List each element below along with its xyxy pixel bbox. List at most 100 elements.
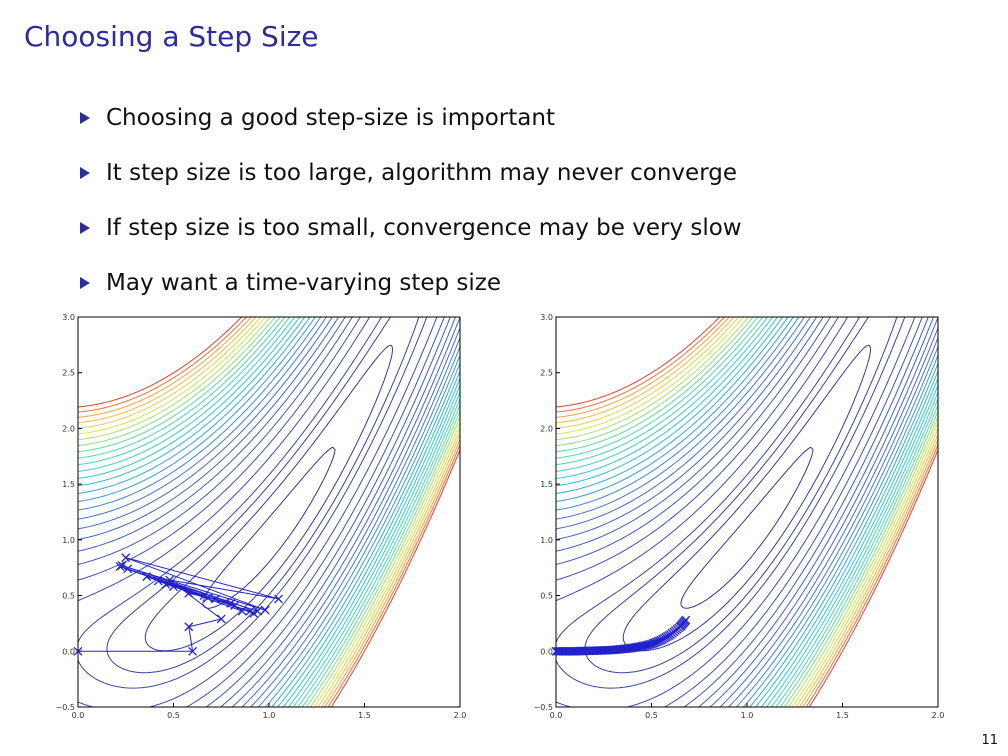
x-tick-label: 0.5 [167,711,180,720]
bullet-text: It step size is too large, algorithm may… [106,159,737,186]
contour-level [78,317,460,707]
y-tick-label: 3.0 [62,313,75,322]
contour-level [584,317,898,674]
y-tick-label: 0.0 [540,647,553,656]
contour-level [78,317,460,707]
bullet-text: Choosing a good step-size is important [106,104,555,131]
path-marker [645,639,655,649]
contour-level [556,317,938,707]
y-tick-label: 1.5 [540,480,553,489]
contour-level [556,317,916,707]
contour-level [556,317,938,707]
contour-level [556,317,938,707]
contour-level [78,317,451,707]
page-number: 11 [981,733,998,748]
path-marker [73,646,83,656]
contour-level [78,317,460,707]
bullet-list: Choosing a good step-size is important I… [80,90,742,310]
y-tick-label: 1.0 [540,536,553,545]
x-tick-label: 1.0 [263,711,276,720]
contour-level [78,317,460,707]
path-line [78,557,279,652]
y-tick-label: 0.5 [62,592,75,601]
contour-level [78,317,460,707]
contour-level [556,317,938,707]
contour-level [78,317,456,707]
contour-level [78,317,460,707]
bullet-text: May want a time-varying step size [106,269,502,296]
contour-level [556,317,934,707]
contour-plot-right: 0.0 0.5 1.0 1.5 2.0−0.50.00.51.01.52.02.53.0 [534,313,945,720]
contour-level [556,317,938,707]
bullet-item: May want a time-varying step size [80,255,742,310]
x-tick-label: 0.0 [72,711,85,720]
contour-level [680,446,814,609]
contour-level [78,317,460,707]
contour-level [78,317,460,707]
y-tick-label: 2.5 [540,369,553,378]
path-marker [153,576,163,586]
contour-level [78,317,460,707]
x-tick-label: 2.0 [454,711,467,720]
path-marker [245,606,255,616]
contour-level [78,317,460,707]
contour-level [106,317,420,674]
path-marker [274,594,284,604]
triangle-bullet-icon [80,221,90,234]
contour-level [556,317,938,707]
contour-level [556,317,938,707]
contour-level [556,317,906,689]
contour-level [556,317,929,707]
path-marker [169,582,178,592]
path-marker [237,606,247,616]
contour-level [556,317,938,707]
contour-level [556,317,938,707]
x-tick-label: 1.5 [836,711,849,720]
y-tick-label: −0.5 [534,703,553,712]
y-tick-label: 2.0 [540,424,553,433]
x-tick-label: 0.0 [550,711,563,720]
bullet-item: It step size is too large, algorithm may… [80,145,742,200]
contour-level [78,317,460,707]
path-marker [121,553,131,563]
contour-plot-left: 0.0 0.5 1.0 1.5 2.0−0.50.00.51.01.52.02.53.0 [56,313,467,720]
bullet-text: If step size is too small, convergence m… [106,214,742,241]
x-tick-label: 1.0 [741,711,754,720]
path-marker [184,588,194,598]
triangle-bullet-icon [80,166,90,179]
bullet-item: If step size is too small, convergence m… [80,200,742,255]
contour-level [78,317,460,707]
triangle-bullet-icon [80,111,90,124]
path-marker [216,614,226,624]
path-marker [115,562,125,572]
contour-level [556,317,938,707]
path-marker [188,646,198,656]
path-marker [211,594,220,604]
optimization-path [73,553,284,656]
contour-level [78,317,460,707]
contour-level [556,317,938,707]
path-marker [161,579,171,589]
contour-level [556,317,938,707]
contour-level [78,317,428,689]
slide-title: Choosing a Step Size [24,20,319,53]
y-tick-label: 3.0 [540,313,553,322]
contour-level [144,344,393,652]
y-tick-label: 1.5 [62,480,75,489]
triangle-bullet-icon [80,276,90,289]
x-tick-label: 0.5 [645,711,658,720]
contour-lines [556,317,938,707]
contour-level [78,317,460,707]
optimization-path [551,615,691,656]
contour-level [556,317,938,707]
y-tick-label: 2.5 [62,369,75,378]
contour-level [78,317,438,707]
path-marker [123,564,133,574]
x-tick-label: 2.0 [932,711,945,720]
path-marker [681,615,691,625]
contour-level [556,317,938,707]
path-marker [184,622,194,632]
path-marker [226,598,236,608]
y-tick-label: 2.0 [62,424,75,433]
y-tick-label: 1.0 [62,536,75,545]
